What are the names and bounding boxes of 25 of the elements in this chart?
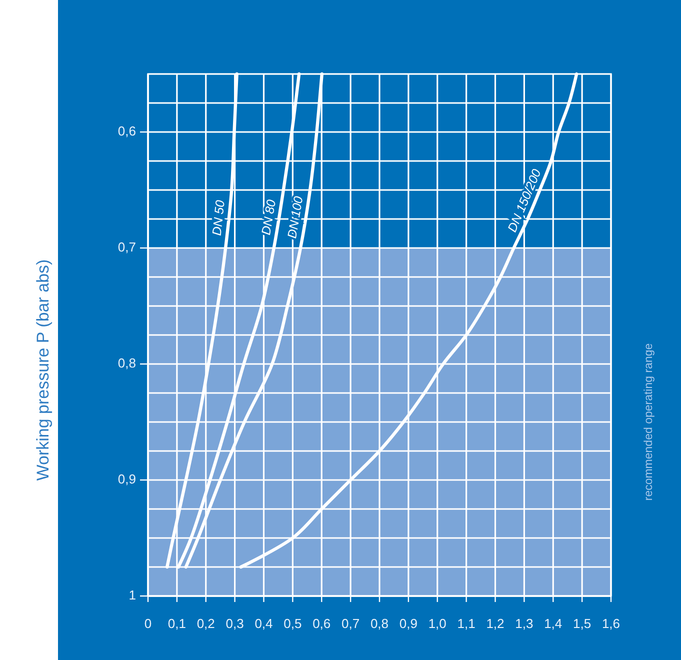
y-tick-label: 0,8 <box>118 355 136 370</box>
x-tick-label: 1,5 <box>573 616 592 631</box>
x-tick-label: 1,3 <box>515 616 534 631</box>
x-tick-label: 0,1 <box>168 616 186 631</box>
band-label: recommended operating range <box>643 343 656 501</box>
x-tick-label: 0,4 <box>254 616 273 631</box>
x-tick-label: 0 <box>144 616 152 631</box>
x-tick-label: 0,3 <box>226 616 244 631</box>
x-tick-label: 1,0 <box>428 616 446 631</box>
x-tick-label: 1,1 <box>457 616 476 631</box>
text: DN 50 <box>210 200 228 236</box>
x-tick-label: 1,6 <box>602 616 620 631</box>
y-tick-label: 0,6 <box>118 123 136 138</box>
x-tick-label: 0,9 <box>399 616 418 631</box>
y-tick-label: 0,9 <box>118 471 136 486</box>
x-tick-label: 1,2 <box>486 616 504 631</box>
y-tick-label: 0,7 <box>118 239 136 254</box>
x-tick-label: 1,4 <box>544 616 562 631</box>
y-tick-label: 1 <box>128 587 136 602</box>
x-tick-label: 0,8 <box>370 616 389 631</box>
y-axis-title: Working pressure P (bar abs) <box>33 259 52 481</box>
x-tick-label: 0,2 <box>196 616 215 631</box>
x-tick-label: 0,6 <box>312 616 331 631</box>
x-tick-label: 0,7 <box>342 616 360 631</box>
x-tick-label: 0,5 <box>284 616 302 631</box>
